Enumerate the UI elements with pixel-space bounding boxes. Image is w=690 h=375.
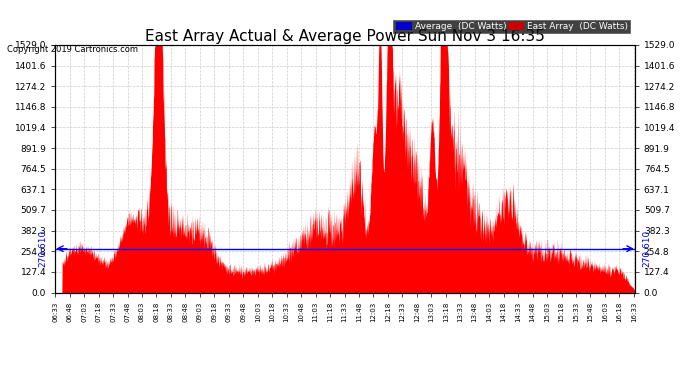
Text: Copyright 2019 Cartronics.com: Copyright 2019 Cartronics.com xyxy=(7,45,138,54)
Legend: Average  (DC Watts), East Array  (DC Watts): Average (DC Watts), East Array (DC Watts… xyxy=(393,20,630,33)
Text: 270.610: 270.610 xyxy=(642,230,651,267)
Text: 270.610: 270.610 xyxy=(39,230,48,267)
Title: East Array Actual & Average Power Sun Nov 3 16:35: East Array Actual & Average Power Sun No… xyxy=(145,29,545,44)
